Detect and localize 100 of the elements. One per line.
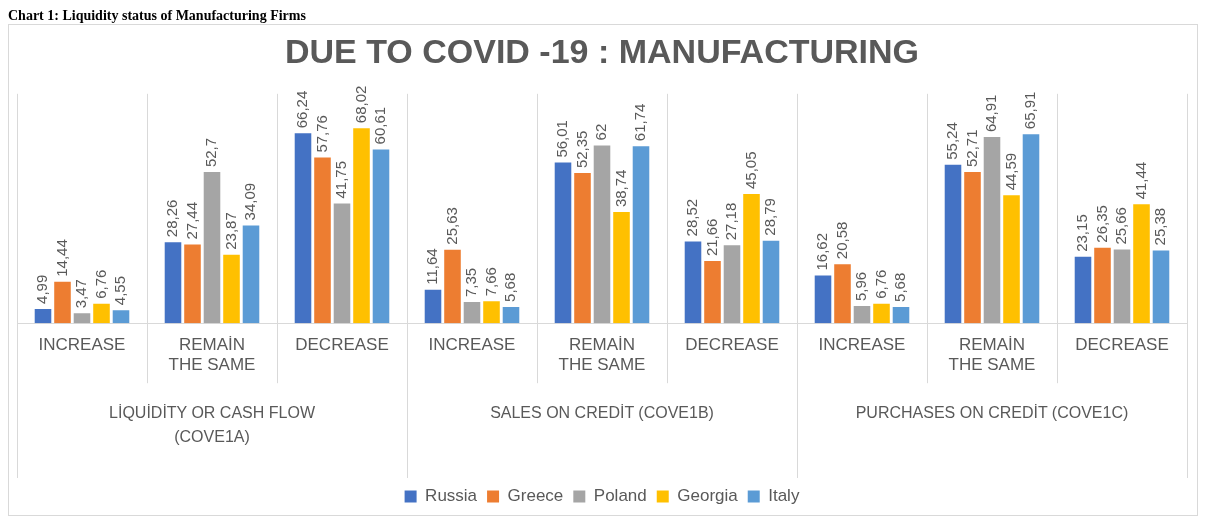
data-label: 27,18 <box>722 202 740 241</box>
legend-label: Poland <box>593 486 647 506</box>
data-label: 61,74 <box>631 103 649 142</box>
legend-label: Russia <box>425 486 478 506</box>
data-label: 14,44 <box>52 239 70 277</box>
data-label: 5,68 <box>501 272 519 302</box>
bar <box>184 244 201 324</box>
bar <box>333 203 351 324</box>
bar <box>964 172 981 324</box>
data-label: 45,05 <box>741 151 759 190</box>
text: SALES ON CREDİT (COVE1B) <box>490 402 714 421</box>
x-tick-label: INCREASE <box>428 335 516 355</box>
data-label: 38,74 <box>611 169 629 208</box>
data-label: 68,02 <box>351 85 369 124</box>
bar <box>424 289 442 324</box>
bar <box>873 303 890 324</box>
data-label: 28,79 <box>761 198 779 236</box>
data-label: 52,7 <box>202 137 220 168</box>
bar <box>1074 256 1092 324</box>
bar <box>73 313 91 324</box>
data-label: 4,55 <box>111 275 129 306</box>
chart-title: DUE TO COVID -19 : MANUFACTURING <box>284 31 920 70</box>
data-label: 16,62 <box>813 233 831 271</box>
data-label: 5,68 <box>891 272 909 302</box>
x-tick-label: REMAİN THE SAME <box>168 335 256 375</box>
bar <box>463 302 481 324</box>
bar <box>502 306 520 324</box>
data-label: 5,96 <box>852 271 870 302</box>
legend-label: Italy <box>768 486 800 506</box>
data-label: 41,75 <box>332 160 350 199</box>
data-label: 28,26 <box>163 199 181 238</box>
data-label: 27,44 <box>182 201 200 240</box>
data-label: 34,09 <box>241 182 259 221</box>
caption: Chart 1: Liquidity status of Manufacturing Firms <box>8 8 307 24</box>
data-label: 52,35 <box>572 130 590 169</box>
bar <box>853 306 871 324</box>
bar <box>834 264 851 324</box>
bar <box>743 194 760 324</box>
data-label: 57,76 <box>312 115 330 153</box>
bar <box>34 308 52 324</box>
bar <box>164 242 182 324</box>
bar <box>723 245 741 324</box>
data-label: 60,61 <box>371 106 389 145</box>
data-label: 3,47 <box>72 279 90 309</box>
bar <box>814 275 832 324</box>
data-label: 7,35 <box>462 267 480 298</box>
bar <box>372 149 390 324</box>
bar <box>554 162 572 324</box>
data-label: 62 <box>592 123 610 141</box>
data-label: 56,01 <box>553 120 571 158</box>
data-label: 23,87 <box>221 212 239 250</box>
x-tick-label: INCREASE <box>38 335 126 355</box>
data-label: 11,64 <box>423 248 441 285</box>
data-label: 64,91 <box>982 94 1000 133</box>
bar <box>242 225 260 324</box>
bar <box>353 128 370 324</box>
bar <box>1152 250 1170 324</box>
data-label: 4,99 <box>33 274 51 304</box>
x-tick-label: DECREASE <box>685 335 779 355</box>
bar <box>483 301 500 324</box>
bar <box>1022 134 1040 324</box>
legend-label: Georgia <box>677 486 739 506</box>
x-tick-label: REMAİN THE SAME <box>558 335 646 375</box>
data-label: 23,15 <box>1073 214 1091 252</box>
bar <box>223 254 240 324</box>
data-label: 20,58 <box>832 221 850 260</box>
data-label: 65,91 <box>1021 91 1039 130</box>
bar <box>762 240 780 324</box>
bar <box>1094 247 1111 324</box>
x-tick-label: DECREASE <box>1075 335 1169 355</box>
bar <box>93 303 110 324</box>
bar <box>944 164 962 324</box>
bar <box>112 310 130 324</box>
bar <box>294 133 312 324</box>
data-label: 6,76 <box>91 269 109 299</box>
bar <box>203 172 221 324</box>
data-label: 66,24 <box>293 90 311 129</box>
bar <box>1003 195 1020 324</box>
data-label: 44,59 <box>1001 152 1019 191</box>
data-label: 25,38 <box>1151 207 1169 246</box>
data-label: 41,44 <box>1131 161 1149 200</box>
legend-label: Greece <box>507 486 564 506</box>
bar <box>892 306 910 324</box>
bar <box>1113 249 1131 324</box>
bar <box>632 146 650 324</box>
bar <box>444 249 461 324</box>
data-label: 21,66 <box>702 218 720 257</box>
bar <box>704 261 721 324</box>
bar <box>1133 204 1150 324</box>
x-tick-label: DECREASE <box>295 335 389 355</box>
data-label: 28,52 <box>683 198 701 237</box>
bar <box>684 241 702 324</box>
data-label: 55,24 <box>943 122 961 160</box>
data-label: 52,71 <box>962 129 980 168</box>
data-label: 25,66 <box>1112 207 1130 245</box>
bar <box>593 145 611 324</box>
x-tick-label: INCREASE <box>818 335 906 355</box>
x-tick-label: REMAİN THE SAME <box>948 335 1036 375</box>
data-label: 25,63 <box>442 207 460 245</box>
data-label: 26,35 <box>1092 205 1110 243</box>
